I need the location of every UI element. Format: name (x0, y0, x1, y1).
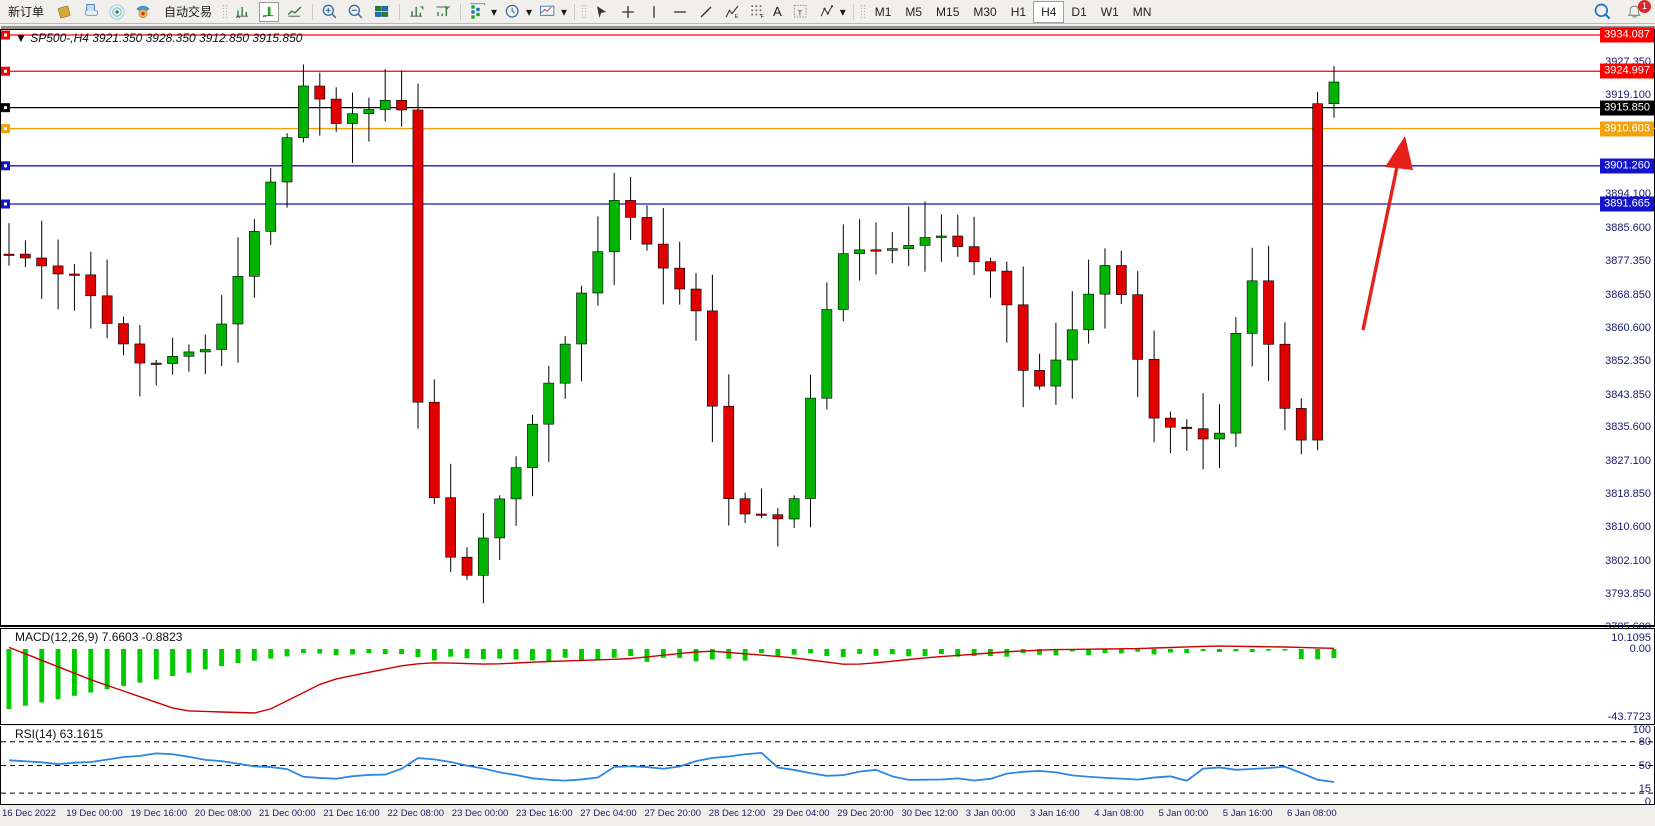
svg-text:F: F (761, 13, 765, 19)
svg-text:T: T (797, 8, 802, 17)
svg-text:E: E (735, 13, 739, 19)
